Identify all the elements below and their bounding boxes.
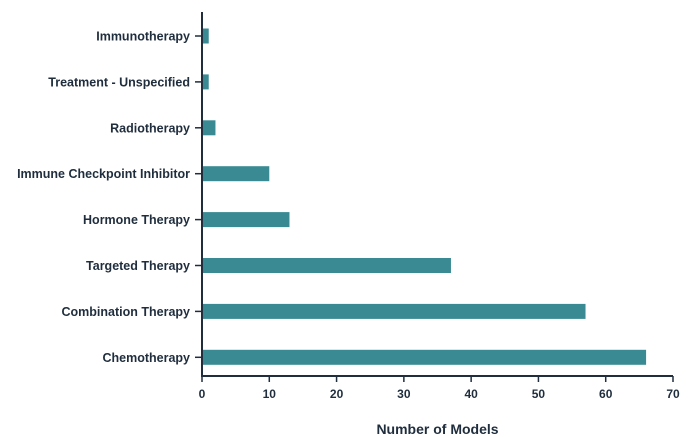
x-tick-label: 60 — [599, 387, 613, 401]
bar-chemotherapy — [202, 349, 647, 365]
bar-treatment-unspecified — [202, 74, 209, 90]
x-tick-label: 40 — [464, 387, 478, 401]
category-label: Immunotherapy — [96, 30, 190, 44]
category-label: Combination Therapy — [62, 305, 191, 319]
category-label: Radiotherapy — [110, 121, 190, 135]
category-label: Treatment - Unspecified — [48, 75, 190, 89]
x-ticks-group: 0 10 20 30 40 50 60 70 — [199, 376, 680, 401]
category-label: Hormone Therapy — [83, 213, 190, 227]
x-tick-label: 0 — [199, 387, 206, 401]
category-label: Targeted Therapy — [86, 259, 190, 273]
bar-immunotherapy — [202, 28, 209, 44]
bar-combination-therapy — [202, 303, 586, 319]
x-tick-label: 70 — [666, 387, 680, 401]
x-tick-label: 30 — [397, 387, 411, 401]
x-axis-title: Number of Models — [376, 421, 498, 437]
category-label: Chemotherapy — [102, 351, 190, 365]
x-tick-label: 50 — [532, 387, 546, 401]
bars-group — [202, 28, 647, 365]
bar-targeted-therapy — [202, 258, 451, 273]
x-tick-label: 10 — [263, 387, 277, 401]
bar-hormone-therapy — [202, 212, 290, 228]
bar-radiotherapy — [202, 120, 216, 136]
x-tick-label: 20 — [330, 387, 344, 401]
category-labels-group: Immunotherapy Treatment - Unspecified Radi… — [17, 30, 202, 365]
category-label: Immune Checkpoint Inhibitor — [17, 167, 190, 181]
bar-immune-checkpoint-inhibitor — [202, 166, 270, 182]
